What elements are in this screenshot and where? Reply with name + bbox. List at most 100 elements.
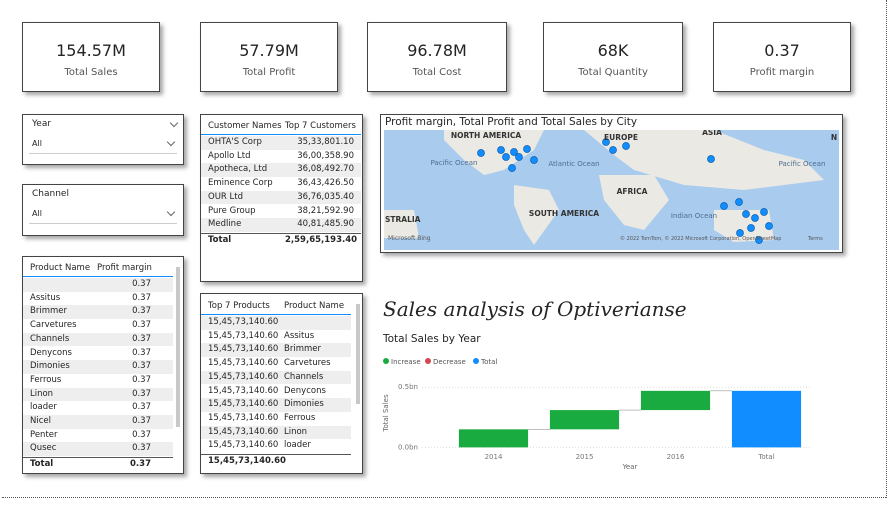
city-point — [751, 214, 759, 222]
city-point — [747, 224, 755, 232]
table-row: 15,45,73,140.60 Linon — [201, 425, 351, 440]
column-header[interactable]: Product Name — [284, 301, 345, 311]
table-cell: 0.37 — [132, 388, 151, 399]
map-label: ASIA — [702, 130, 722, 137]
land — [584, 130, 824, 190]
table-row: Ferrous 0.37 — [23, 374, 173, 388]
table-cell: 0.37 — [132, 320, 151, 331]
map-label: Pacific Ocean — [779, 160, 826, 168]
table-cell: 0.37 — [132, 333, 151, 344]
map-label: SOUTH AMERICA — [529, 209, 599, 218]
table-cell: Eminence Corp — [208, 178, 273, 189]
header-row: Top 7 Products Product Name — [201, 300, 351, 315]
column-header[interactable]: Profit margin — [97, 263, 152, 273]
land — [444, 130, 544, 175]
city-point — [602, 138, 610, 146]
table-cell: Assitus — [30, 292, 61, 303]
map-label: N — [831, 133, 837, 142]
kpi-card: 57.79M Total Profit — [200, 22, 338, 92]
column-header[interactable]: Product Name — [30, 263, 91, 273]
total-cell: 0.37 — [130, 459, 151, 470]
land — [384, 210, 419, 238]
kpi-label: Total Profit — [242, 67, 296, 78]
table-cell: Nicel — [30, 416, 51, 426]
table-row: Assitus 0.37 — [23, 292, 173, 306]
slicer-value[interactable]: All — [32, 209, 42, 218]
table-cell: loader — [30, 402, 57, 413]
bar — [458, 429, 529, 448]
slicer-value[interactable]: All — [32, 139, 42, 148]
header-row: Customer Names Top 7 Customers — [201, 120, 361, 135]
table-cell: 15,45,73,140.60 — [208, 399, 279, 410]
table-cell: 38,21,592.90 — [297, 205, 354, 216]
table-cell: Dimonies — [30, 361, 70, 372]
map-label: Pacific Ocean — [431, 159, 478, 167]
x-tick-label: 2016 — [667, 453, 685, 461]
land — [514, 185, 559, 245]
map-label: NORTH AMERICA — [451, 131, 522, 140]
heading: Sales analysis of Optiverianse — [383, 297, 687, 321]
total-cell: Total — [30, 459, 54, 470]
table-row: Carvetures 0.37 — [23, 319, 173, 333]
total-row: Total 2,59,65,193.40 — [201, 232, 361, 248]
table-row: Dimonies 0.37 — [23, 360, 173, 374]
table-cell: Qusec — [30, 443, 57, 454]
table-row: 15,45,73,140.60 Carvetures — [201, 357, 351, 371]
collapse-icon[interactable] — [169, 118, 179, 128]
kpi-label: Total Quantity — [578, 67, 648, 78]
city-point — [622, 142, 630, 150]
table-cell: Channels — [284, 371, 324, 382]
table-cell: Apollo Ltd — [208, 150, 251, 161]
table-row: 15,45,73,140.60 Ferrous — [201, 412, 351, 426]
scrollbar[interactable] — [176, 267, 180, 427]
table-cell: 0.37 — [132, 402, 151, 413]
table-cell: 15,45,73,140.60 — [208, 317, 279, 327]
table-cell: 15,45,73,140.60 — [208, 412, 279, 423]
kpi-value: 96.78M — [407, 41, 467, 60]
table-cell: Denycons — [284, 385, 326, 396]
city-point — [735, 198, 743, 206]
table-cell: Ferrous — [284, 412, 316, 423]
table-cell: Carvetures — [284, 358, 331, 369]
map[interactable]: NORTH AMERICA EUROPE ASIA N Pacific Ocean Atl… — [384, 130, 839, 250]
header-row: Product Name Profit margin — [23, 262, 173, 277]
table-cell: 0.37 — [132, 292, 151, 303]
table-cell: 15,45,73,140.60 — [208, 344, 279, 355]
year-slicer[interactable]: Year All — [22, 114, 184, 165]
table-cell: 15,45,73,140.60 — [208, 358, 279, 369]
city-point — [515, 153, 523, 161]
table-cell: Brimmer — [284, 344, 321, 355]
table-row: Brimmer 0.37 — [23, 305, 173, 319]
city-point — [508, 164, 516, 172]
column-header[interactable]: Customer Names — [208, 121, 282, 131]
city-point — [760, 208, 768, 216]
channel-slicer[interactable]: Channel All — [22, 184, 184, 236]
kpi-value: 68K — [597, 41, 629, 60]
table-row: Channels 0.37 — [23, 332, 173, 347]
table-cell: 36,76,035.40 — [297, 191, 354, 202]
scrollbar[interactable] — [356, 304, 360, 404]
table-cell: 0.37 — [132, 374, 151, 385]
customer-table: Customer Names Top 7 Customers OHTA'S Corp… — [200, 114, 363, 282]
table-cell: Linon — [30, 388, 54, 399]
slicer-title: Channel — [32, 189, 69, 199]
page-border — [2, 497, 886, 498]
table-row: Penter 0.37 — [23, 429, 173, 443]
table-row: 15,45,73,140.60 Assitus — [201, 330, 351, 344]
city-point — [510, 148, 518, 156]
table-cell: 36,00,358.90 — [297, 150, 354, 161]
column-header[interactable]: Top 7 Customers — [285, 121, 356, 131]
kpi-value: 154.57M — [56, 41, 126, 60]
table-row: OUR Ltd 36,76,035.40 — [201, 190, 361, 205]
total-cell: 15,45,73,140.60 — [208, 456, 286, 466]
table-cell: 15,45,73,140.60 — [208, 440, 279, 451]
x-tick-label: 2014 — [485, 453, 503, 461]
column-header[interactable]: Top 7 Products — [208, 301, 270, 311]
table-cell: 0.37 — [132, 279, 151, 289]
table-cell: 15,45,73,140.60 — [208, 330, 279, 341]
table-cell: Brimmer — [30, 306, 67, 317]
map-terms: Terms — [807, 236, 823, 242]
map-label: EUROPE — [604, 133, 638, 142]
table-cell: Assitus — [284, 330, 315, 341]
